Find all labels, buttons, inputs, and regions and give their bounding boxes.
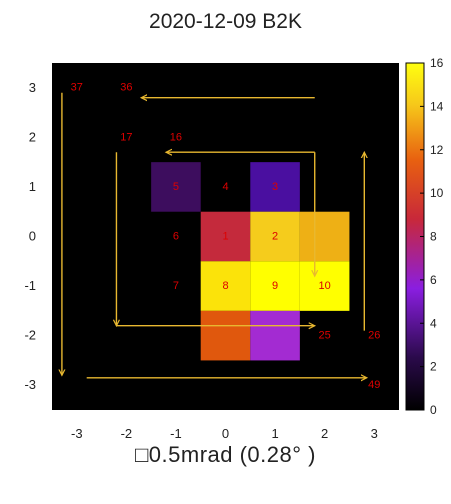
cell-label: 10	[319, 280, 331, 292]
cell-label: 3	[272, 181, 278, 193]
y-tick-label: -1	[24, 278, 36, 293]
y-tick-label: 0	[29, 229, 36, 244]
heatmap-cell	[299, 261, 350, 311]
colorbar-tick-label: 8	[430, 230, 437, 244]
colorbar-tick-label: 12	[430, 143, 444, 157]
colorbar-tick-label: 10	[430, 186, 444, 200]
x-tick-label: -3	[71, 426, 83, 440]
x-tick-label: 1	[271, 426, 278, 440]
cell-label: 49	[368, 379, 380, 391]
heatmap-cell	[151, 162, 201, 212]
heatmap-cell	[299, 211, 350, 262]
heatmap-cell	[200, 261, 251, 311]
chart-title: 2020-12-09 B2K	[149, 10, 302, 33]
cell-label: 5	[173, 181, 179, 193]
cell-label: 25	[319, 330, 331, 342]
y-tick-label: 3	[29, 80, 36, 95]
cell-label: 26	[368, 330, 380, 342]
y-tick-label: 2	[29, 129, 36, 144]
colorbar-tick-label: 4	[430, 316, 437, 330]
heatmap-cell	[200, 211, 251, 262]
scan-path	[62, 92, 367, 378]
x-tick-label: 2	[321, 426, 328, 440]
cell-label: 4	[222, 181, 228, 193]
colorbar-tick-label: 0	[430, 403, 437, 417]
heatmap-cell	[250, 162, 300, 212]
cell-label: 1	[222, 230, 228, 242]
cell-label: 9	[272, 280, 278, 292]
colorbar-tick-label: 6	[430, 273, 437, 287]
x-tick-label: 3	[371, 426, 378, 440]
colorbar-ticks: 0 2 4 6 8 10 12 14 16	[420, 56, 444, 417]
colorbar-tick-label: 2	[430, 360, 437, 374]
cell-label: 8	[222, 280, 228, 292]
cell-label: 7	[173, 280, 179, 292]
cell-label: 6	[173, 230, 179, 242]
y-tick-label: -2	[24, 328, 36, 343]
heatmap-cells	[151, 162, 350, 361]
cell-label: 36	[120, 82, 132, 94]
y-tick-label: -3	[24, 377, 36, 392]
x-tick-label: 0	[222, 426, 229, 440]
colorbar-tick-label: 14	[430, 99, 444, 113]
heatmap-cell	[250, 310, 300, 361]
heatmap-cell	[200, 310, 251, 361]
cell-label: 17	[120, 131, 132, 143]
x-tick-label: -1	[170, 426, 182, 440]
heatmap-cell	[250, 211, 300, 262]
colorbar-tick-label: 16	[430, 56, 444, 70]
cell-label: 16	[170, 131, 182, 143]
cell-label: 37	[71, 82, 83, 94]
heatmap-cell	[250, 261, 300, 311]
y-axis-ticks: 3 2 1 0 -1 -2 -3	[24, 80, 36, 392]
x-axis-ticks: -3 -2 -1 0 1 2 3	[71, 426, 378, 440]
chart-caption: □0.5mrad (0.28° )	[135, 442, 316, 467]
cell-label: 2	[272, 230, 278, 242]
x-tick-label: -2	[121, 426, 133, 440]
y-tick-label: 1	[29, 179, 36, 194]
